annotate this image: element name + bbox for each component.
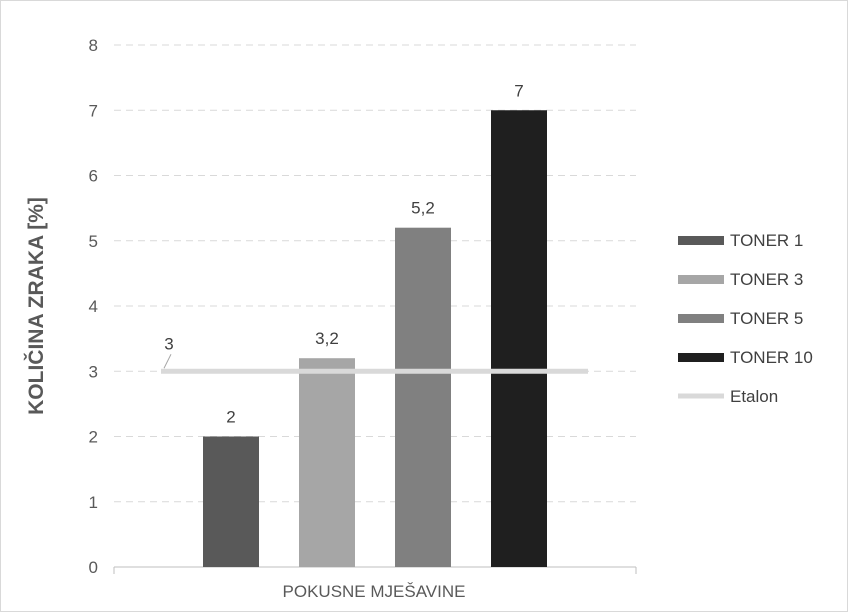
y-tick-label: 2 [89, 428, 98, 447]
etalon-data-label: 3 [164, 334, 173, 353]
etalon-label-leader [163, 354, 172, 369]
y-tick-label: 1 [89, 493, 98, 512]
legend-label: Etalon [730, 387, 778, 406]
data-label: 7 [514, 81, 523, 100]
grid-lines [114, 44, 636, 503]
legend-swatch [678, 236, 724, 245]
x-axis-label: POKUSNE MJEŠAVINE [283, 582, 466, 601]
y-axis-label: KOLIČINA ZRAKA [%] [24, 197, 48, 415]
legend-swatch [678, 275, 724, 284]
legend-label: TONER 3 [730, 270, 803, 289]
y-tick-label: 0 [89, 558, 98, 577]
data-label: 5,2 [411, 199, 435, 218]
y-tick-label: 3 [89, 362, 98, 381]
legend-label: TONER 5 [730, 309, 803, 328]
bar-toner-10 [491, 110, 547, 567]
etalon-reference: 3 [161, 334, 588, 374]
data-label: 3,2 [315, 329, 339, 348]
bars: 2 3,2 5,2 7 [203, 81, 547, 567]
y-tick-label: 4 [89, 297, 98, 316]
legend-label: TONER 10 [730, 348, 813, 367]
legend: TONER 1 TONER 3 TONER 5 TONER 10 Etalon [678, 231, 813, 406]
bar-toner-3 [299, 358, 355, 567]
legend-label: TONER 1 [730, 231, 803, 250]
y-tick-label: 5 [89, 232, 98, 251]
data-label: 2 [226, 408, 235, 427]
bar-toner-5 [395, 227, 451, 567]
y-tick-label: 6 [89, 167, 98, 186]
y-axis-ticks: 0 1 2 3 4 5 6 7 8 [89, 36, 98, 577]
bar-toner-1 [203, 436, 259, 567]
y-tick-label: 8 [89, 36, 98, 55]
y-tick-label: 7 [89, 101, 98, 120]
legend-swatch [678, 314, 724, 323]
legend-swatch [678, 353, 724, 362]
